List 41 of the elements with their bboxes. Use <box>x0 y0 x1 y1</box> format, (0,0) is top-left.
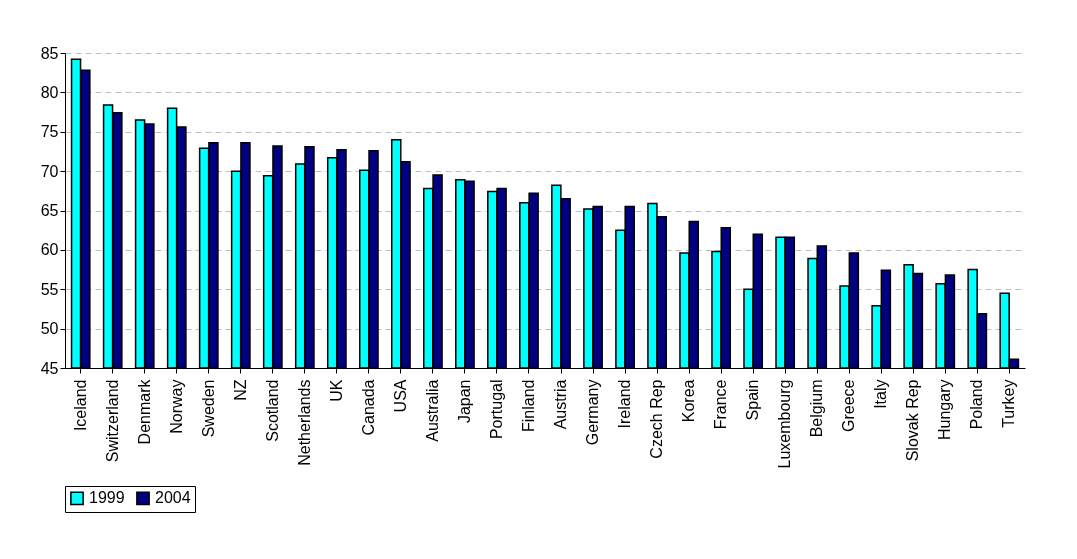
x-tick-label: Norway <box>167 379 185 434</box>
x-tick-label: Sweden <box>199 379 217 438</box>
x-tick-label: Slovak Rep <box>904 379 922 462</box>
y-tick-label: 55 <box>40 280 59 298</box>
x-tick-label: Australia <box>423 379 441 442</box>
x-tick-label: Czech Rep <box>648 379 666 459</box>
x-tick-label: Korea <box>680 379 698 423</box>
x-tick-label: Iceland <box>71 379 89 432</box>
x-tick-label: Finland <box>519 379 537 432</box>
x-tick-label: Belgium <box>808 379 826 438</box>
x-tick-label: Hungary <box>936 379 954 440</box>
y-tick-label: 45 <box>40 359 59 377</box>
y-tick-label: 75 <box>40 123 59 141</box>
x-tick-label: Austria <box>552 379 570 430</box>
y-tick-label: 85 <box>40 44 59 62</box>
y-tick-label: 80 <box>40 83 59 101</box>
x-tick-label: Ireland <box>616 379 634 429</box>
legend-label: 2004 <box>155 489 191 507</box>
y-tick-label: 60 <box>40 241 59 259</box>
y-tick-label: 70 <box>40 162 59 180</box>
y-tick-label: 65 <box>40 202 59 219</box>
x-tick-label: NZ <box>231 379 249 401</box>
x-tick-label: Portugal <box>487 379 505 440</box>
x-tick-label: Netherlands <box>295 379 313 466</box>
x-tick-label: Japan <box>455 379 473 424</box>
y-tick-label: 50 <box>40 320 59 338</box>
x-tick-label: Denmark <box>135 378 153 445</box>
x-tick-label: Germany <box>584 379 602 446</box>
x-tick-label: Canada <box>359 379 377 436</box>
x-tick-label: Italy <box>872 379 890 409</box>
x-tick-label: USA <box>391 379 409 413</box>
x-tick-label: Switzerland <box>103 379 121 463</box>
x-tick-label: Greece <box>840 379 858 432</box>
x-tick-label: Poland <box>968 379 986 430</box>
x-tick-label: Luxembourg <box>776 379 794 469</box>
x-tick-label: Scotland <box>263 379 281 442</box>
x-tick-label: UK <box>327 379 345 402</box>
legend-label: 1999 <box>89 489 125 507</box>
x-tick-label: Turkey <box>1000 379 1018 428</box>
x-tick-label: France <box>712 379 730 430</box>
x-tick-label: Spain <box>744 379 762 421</box>
